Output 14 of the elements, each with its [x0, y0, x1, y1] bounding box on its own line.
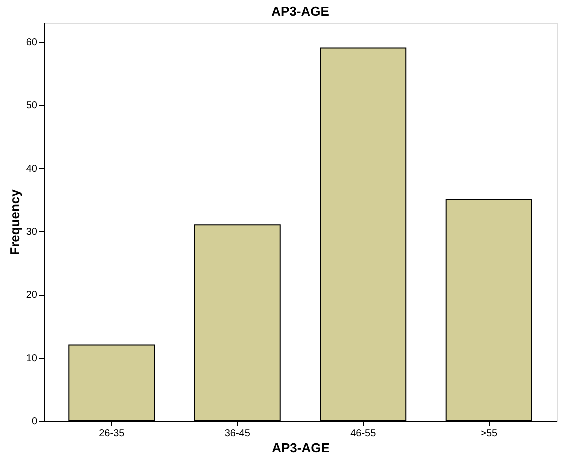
y-tick-label: 60: [26, 37, 38, 48]
x-tick-label: 36-45: [224, 428, 251, 440]
y-tick-label: 10: [26, 353, 38, 364]
x-tick-label: 26-35: [99, 428, 126, 440]
y-tick-label: 30: [26, 226, 38, 238]
y-tick-label: 40: [26, 164, 38, 175]
x-tick-label: 46-55: [350, 428, 377, 440]
y-tick-label: 20: [26, 290, 38, 302]
y-axis-title: Frequency: [7, 188, 22, 256]
y-tick-label: 50: [26, 100, 38, 112]
y-tick-label: 0: [32, 416, 38, 428]
x-axis-title: AP3-AGE: [272, 440, 330, 456]
chart-title: AP3-AGE: [272, 4, 330, 19]
x-tick-label: >55: [480, 428, 498, 440]
